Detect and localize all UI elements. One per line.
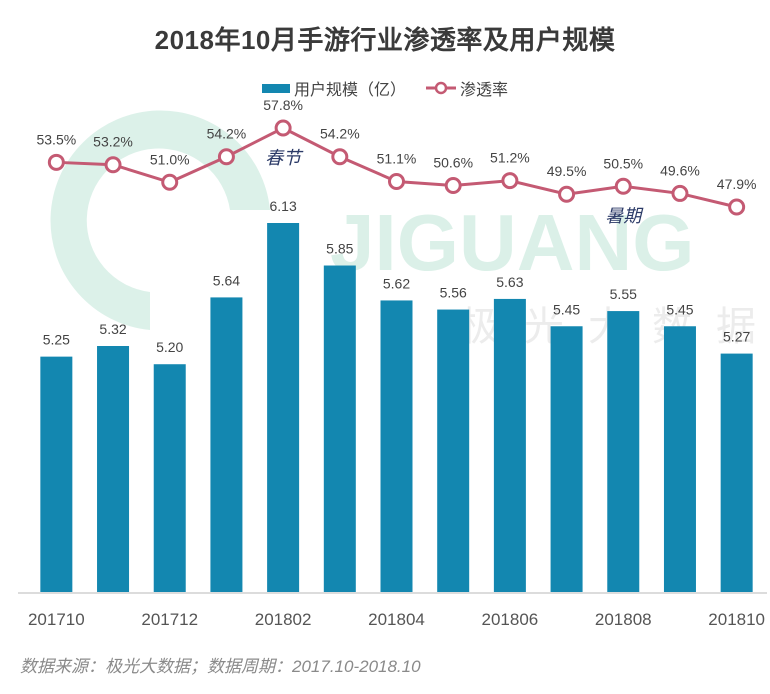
bar-labels-layer: 5.25 5.32 5.20 5.64 6.13 5.85 5.62 5.56 5.63 5.45… [43,198,751,355]
line-value-label: 54.2% [207,126,247,142]
x-tick-label: 201810 [708,610,765,629]
line-point-201809 [671,184,689,202]
line-point-201802 [274,119,292,137]
line-value-label: 53.2% [93,134,133,150]
line-value-label: 47.9% [717,176,757,192]
bar-201712 [153,364,186,592]
line-point-201810 [728,198,746,216]
line-point-201808 [614,177,632,195]
bar-value-label: 5.25 [43,332,70,348]
bar-value-label: 5.45 [666,301,693,317]
legend-item-user-scale: 用户规模（亿） [261,76,406,100]
x-tick-label: 201806 [482,610,539,629]
line-value-label: 51.1% [377,150,417,166]
data-source-footnote: 数据来源：极光大数据；数据周期：2017.10-2018.10 [20,657,421,676]
x-tick-label: 201808 [595,610,652,629]
line-labels-layer: 53.5% 53.2% 51.0% 54.2% 57.8% 54.2% 51.1% 50.6%… [36,97,756,192]
bar-201803 [323,265,356,592]
legend-item-penetration: 渗透率 [426,76,508,100]
line-value-label: 50.5% [603,155,643,171]
line-point-201807 [558,185,576,203]
bar-201806 [493,298,526,592]
line-point-201805 [444,176,462,194]
line-point-201711 [104,156,122,174]
line-value-label: 57.8% [263,97,303,113]
line-point-201710 [47,153,65,171]
line-value-label: 49.5% [547,163,587,179]
chart-title: 2018年10月手游行业渗透率及用户规模 [154,25,616,55]
annotation-label: 春节 [265,148,304,169]
x-tick-labels: 201710 201712 201802 201804 201806 201808 2018… [28,610,765,629]
bar-201710 [40,356,73,592]
legend-label-penetration: 渗透率 [460,82,509,99]
legend-line-swatch-icon [426,81,456,95]
annotation-label: 暑期 [605,206,644,227]
bar-201805 [437,309,470,592]
line-value-label: 54.2% [320,126,360,142]
x-tick-label: 201802 [255,610,312,629]
line-value-label: 50.6% [433,154,473,170]
bar-value-label: 6.13 [269,198,296,214]
bar-201804 [380,300,413,592]
bar-201801 [210,297,243,592]
line-point-201804 [388,172,405,190]
legend-bar-swatch-icon [261,83,290,93]
line-point-201712 [161,173,179,191]
bar-201802 [267,223,300,592]
x-tick-label: 201712 [141,610,198,629]
line-value-label: 51.2% [490,150,530,166]
bar-value-label: 5.62 [383,275,410,291]
bar-201808 [607,311,640,592]
x-tick-label: 201804 [368,610,425,629]
bar-value-label: 5.32 [99,321,126,337]
bar-value-label: 5.85 [326,241,353,257]
line-point-201803 [331,148,349,166]
line-layer [47,119,746,216]
bar-value-label: 5.63 [496,274,523,290]
line-value-label: 53.5% [36,131,76,147]
bar-value-label: 5.27 [723,329,750,345]
line-value-label: 51.0% [150,151,190,167]
bar-value-label: 5.64 [213,272,240,288]
bar-value-label: 5.55 [610,286,637,302]
bar-value-label: 5.20 [156,339,183,355]
bar-201810 [720,353,753,592]
line-point-201801 [217,148,235,166]
legend-label-user-scale: 用户规模（亿） [293,82,406,99]
bars-layer [40,223,753,592]
x-tick-label: 201710 [28,610,85,629]
bar-201809 [663,326,696,592]
chart-legend: 用户规模（亿） 渗透率 [0,76,770,100]
line-point-201806 [501,172,519,190]
bar-value-label: 5.56 [440,285,467,301]
bar-value-label: 5.45 [553,301,580,317]
line-value-label: 49.6% [660,162,700,178]
bar-201807 [550,326,583,592]
bar-201711 [97,346,130,592]
